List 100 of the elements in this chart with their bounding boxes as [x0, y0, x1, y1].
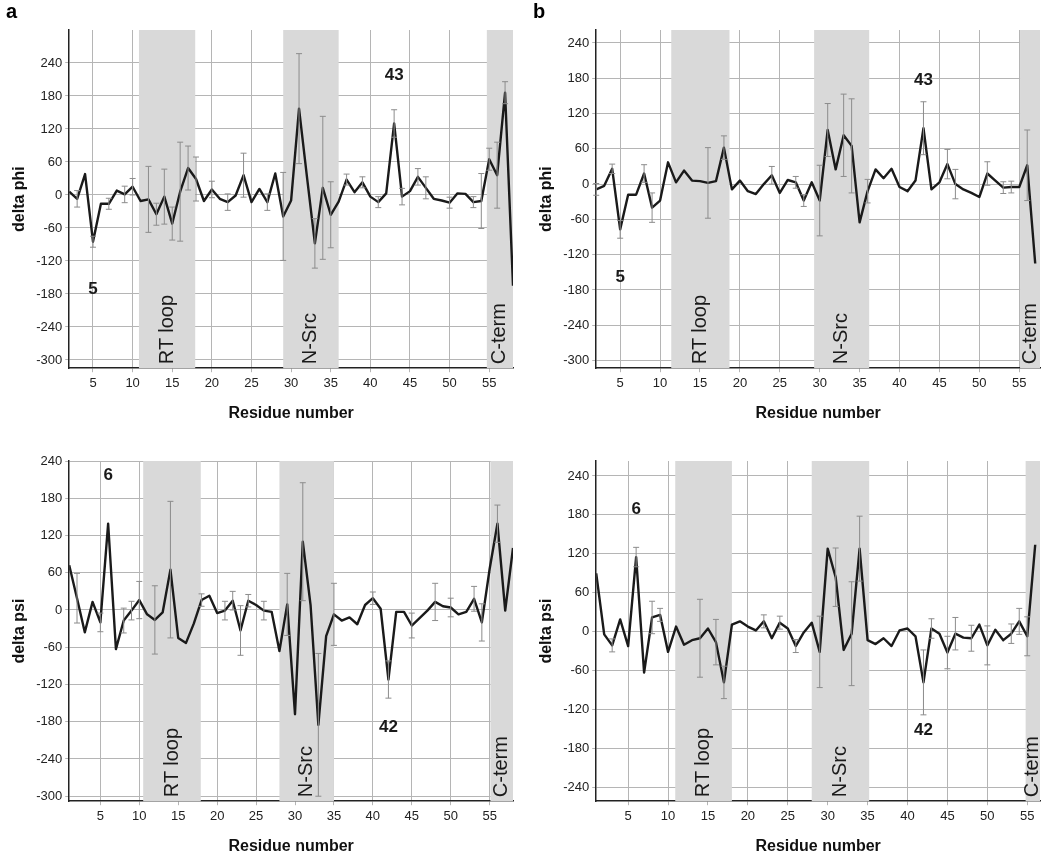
- x-tick-label: 30: [812, 374, 827, 390]
- y-tick-label: 60: [574, 140, 590, 156]
- x-tick-label: 50: [972, 374, 987, 390]
- x-tick-label: 10: [125, 374, 140, 390]
- x-tick-label: 25: [248, 807, 264, 823]
- y-axis-title: delta phi: [10, 166, 28, 232]
- band-label: RT loop: [691, 727, 714, 798]
- annotation: 43: [384, 65, 404, 85]
- y-tick-label: 120: [567, 545, 590, 561]
- x-tick-label: 35: [323, 374, 338, 390]
- y-tick-label: -120: [36, 676, 63, 692]
- x-tick-label: 25: [244, 374, 259, 390]
- y-tick-label: 180: [567, 69, 590, 85]
- x-tick-label: 40: [900, 807, 915, 823]
- y-tick-label: -180: [36, 713, 63, 729]
- x-tick-label: 15: [170, 807, 186, 823]
- x-tick-label: 40: [363, 374, 378, 390]
- x-tick-label: 10: [132, 807, 147, 823]
- annotation: 6: [103, 465, 113, 485]
- chart-title: a: [6, 0, 18, 22]
- y-tick-label: 60: [47, 153, 63, 169]
- y-tick-label: -300: [563, 352, 590, 368]
- y-tick-label: -300: [36, 787, 63, 803]
- y-axis-title: delta psi: [537, 598, 555, 664]
- y-tick-label: 240: [40, 452, 63, 468]
- band-label: RT loop: [154, 294, 177, 365]
- annotation: 5: [88, 279, 98, 299]
- x-tick-label: 5: [89, 374, 97, 390]
- annotation: 5: [615, 267, 625, 287]
- x-tick-label: 30: [820, 807, 835, 823]
- x-tick-label: 20: [209, 807, 225, 823]
- annotation: 42: [914, 720, 933, 740]
- band-label: RT loop: [687, 294, 710, 365]
- y-tick-label: 0: [54, 186, 63, 202]
- x-tick-label: 55: [482, 807, 497, 823]
- x-axis-title: Residue number: [228, 836, 354, 854]
- x-tick-label: 20: [204, 374, 220, 390]
- x-tick-label: 15: [700, 807, 716, 823]
- x-tick-label: 20: [740, 807, 756, 823]
- x-tick-label: 55: [481, 374, 497, 390]
- y-tick-label: -120: [563, 701, 590, 717]
- annotation: 42: [378, 717, 398, 737]
- y-tick-label: 0: [581, 175, 590, 191]
- y-tick-label: 240: [40, 54, 63, 70]
- y-tick-label: 240: [567, 34, 590, 50]
- band-label: RT loop: [159, 727, 182, 798]
- y-tick-label: -60: [43, 219, 63, 235]
- y-tick-label: 60: [47, 564, 63, 580]
- x-tick-label: 5: [616, 374, 624, 390]
- y-tick-label: -120: [36, 252, 63, 268]
- y-tick-label: -120: [563, 246, 590, 262]
- x-tick-label: 40: [365, 807, 381, 823]
- annotation: 6: [631, 498, 641, 518]
- x-tick-label: 55: [1012, 374, 1027, 390]
- band-label: C-term: [487, 303, 510, 365]
- x-tick-label: 40: [892, 374, 907, 390]
- x-tick-label: 45: [404, 807, 420, 823]
- x-tick-label: 50: [443, 807, 458, 823]
- x-tick-label: 25: [772, 374, 788, 390]
- y-tick-label: 240: [567, 467, 590, 483]
- x-tick-label: 35: [852, 374, 867, 390]
- y-tick-label: -60: [570, 662, 590, 678]
- x-tick-label: 10: [660, 807, 676, 823]
- y-tick-label: 180: [40, 489, 63, 505]
- y-tick-label: -60: [43, 638, 63, 654]
- y-tick-label: -60: [570, 210, 590, 226]
- y-tick-label: -240: [563, 316, 590, 332]
- y-tick-label: 60: [574, 584, 590, 600]
- x-axis-title: Residue number: [755, 403, 881, 421]
- x-axis-title: Residue number: [755, 836, 881, 854]
- chart-title: b: [533, 0, 546, 22]
- y-axis-title: delta psi: [10, 598, 28, 664]
- y-tick-label: 180: [40, 87, 63, 103]
- band-label: N-Src: [298, 313, 321, 365]
- x-tick-label: 10: [652, 374, 668, 390]
- x-tick-label: 15: [165, 374, 180, 390]
- y-axis-title: delta phi: [537, 166, 555, 232]
- x-tick-label: 45: [932, 374, 947, 390]
- band-label: C-term: [1017, 303, 1040, 365]
- band-label: N-Src: [829, 313, 852, 365]
- x-tick-label: 45: [940, 807, 955, 823]
- y-tick-label: -180: [36, 285, 63, 301]
- x-tick-label: 50: [442, 374, 457, 390]
- y-tick-label: 0: [581, 623, 590, 639]
- x-tick-label: 20: [732, 374, 748, 390]
- x-tick-label: 5: [96, 807, 104, 823]
- x-tick-label: 5: [624, 807, 632, 823]
- y-tick-label: -240: [563, 779, 590, 795]
- x-tick-label: 50: [980, 807, 995, 823]
- y-tick-label: 180: [567, 506, 590, 522]
- y-tick-label: 120: [567, 105, 590, 121]
- y-tick-label: -180: [563, 740, 590, 756]
- y-tick-label: 120: [40, 120, 63, 136]
- band-label: N-Src: [827, 746, 850, 798]
- band-label: C-term: [489, 736, 512, 798]
- annotation: 43: [914, 69, 933, 89]
- x-axis-title: Residue number: [228, 403, 354, 421]
- x-tick-label: 35: [326, 807, 342, 823]
- x-tick-label: 45: [402, 374, 418, 390]
- y-tick-label: -300: [36, 351, 63, 367]
